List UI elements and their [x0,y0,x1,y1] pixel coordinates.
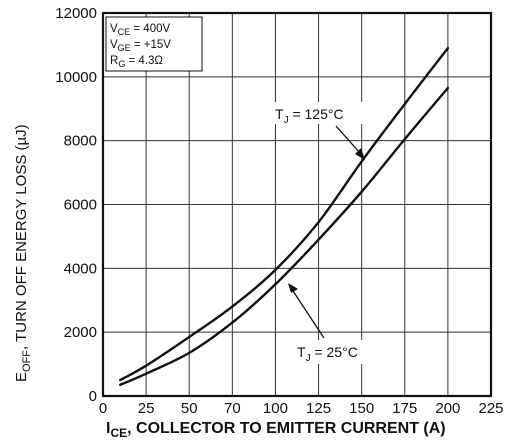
x-axis-title: ICE, COLLECTOR TO EMITTER CURRENT (A) [106,420,446,440]
annotation-125c-arrow-line [335,125,361,154]
y-tick-label: 8000 [64,133,97,150]
conditions-box [105,16,203,72]
annotation-125c-label: TJ = 125°C [275,106,344,126]
data-series [119,46,450,386]
x-tick-label: 225 [478,400,503,417]
condition-vce: VCE = 400V [110,23,170,37]
annotation-25c: TJ = 25°C [288,283,388,364]
conditions-legend: VCE = 400V VGE = +15V RG = 4.3Ω [105,16,203,72]
series-line-25c [119,86,450,386]
y-tick-labels: 0 2000 4000 6000 8000 10000 12000 [55,5,97,405]
annotation-25c-label: TJ = 25°C [297,344,358,364]
x-tick-label: 100 [263,400,288,417]
y-tick-label: 12000 [55,5,97,22]
x-tick-label: 0 [99,400,107,417]
x-tick-label: 70 [224,400,241,417]
y-tick-label: 6000 [64,197,97,214]
annotation-125c: TJ = 125°C [270,102,376,160]
condition-vge: VGE = +15V [110,39,171,53]
x-tick-label: 125 [306,400,331,417]
x-tick-labels: 0 25 50 70 100 125 150 175 200 225 [99,400,504,417]
series-line-125c [119,46,450,382]
y-axis-title: EOFF, TURN OFF ENERGY LOSS (µJ) [13,124,33,382]
x-tick-label: 50 [181,400,198,417]
condition-rg: RG = 4.3Ω [110,55,163,69]
y-tick-label: 10000 [55,69,97,86]
y-tick-label: 4000 [64,260,97,277]
annotation-25c-arrow-line [292,290,325,339]
annotation-25c-arrowhead [288,283,298,293]
annotation-125c-arrowhead [355,148,365,160]
y-tick-label: 2000 [64,324,97,341]
plot-frame [101,11,493,398]
x-tick-label: 25 [138,400,155,417]
annotation-25c-bg [292,340,388,364]
y-tick-label: 0 [89,388,97,405]
annotation-125c-bg [270,102,376,124]
x-tick-label: 150 [349,400,374,417]
x-tick-label: 200 [435,400,460,417]
x-tick-label: 175 [392,400,417,417]
